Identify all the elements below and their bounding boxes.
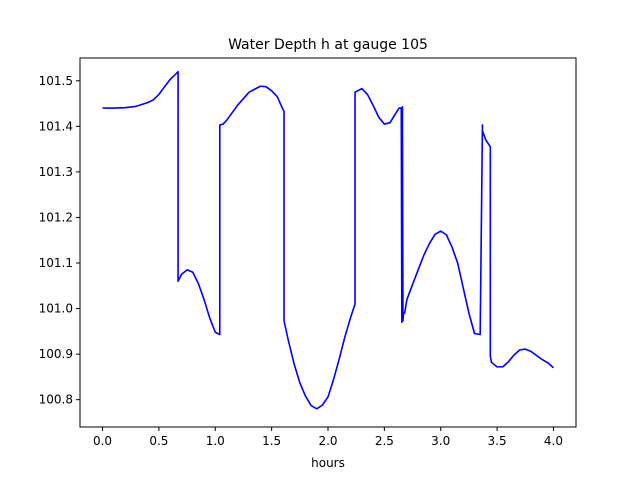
x-tick-label: 1.0	[206, 434, 225, 448]
y-tick-label: 100.9	[39, 347, 73, 361]
y-tick-label: 101.5	[39, 74, 73, 88]
x-tick-label: 4.0	[544, 434, 563, 448]
y-tick-label: 101.4	[39, 119, 73, 133]
chart-title: Water Depth h at gauge 105	[228, 37, 428, 53]
y-tick-label: 101.3	[39, 165, 73, 179]
x-axis-label: hours	[311, 456, 345, 470]
x-axis-ticks: 0.0 0.5 1.0 1.5 2.0 2.5 3.0 3.5 4.0	[93, 427, 563, 448]
y-tick-label: 101.2	[39, 210, 73, 224]
x-tick-label: 2.5	[375, 434, 394, 448]
y-tick-label: 101.1	[39, 256, 73, 270]
x-tick-label: 0.0	[93, 434, 112, 448]
x-tick-label: 3.5	[488, 434, 507, 448]
y-axis-ticks: 100.8 100.9 101.0 101.1 101.2 101.3 101.4 101.5	[39, 74, 80, 407]
plot-area	[80, 58, 576, 427]
x-tick-label: 2.0	[318, 434, 337, 448]
y-tick-label: 101.0	[39, 302, 73, 316]
series-layer	[102, 70, 554, 410]
x-tick-label: 0.5	[149, 434, 168, 448]
series-line-0	[102, 70, 554, 410]
x-tick-label: 3.0	[431, 434, 450, 448]
y-tick-label: 100.8	[39, 393, 73, 407]
x-tick-label: 1.5	[262, 434, 281, 448]
